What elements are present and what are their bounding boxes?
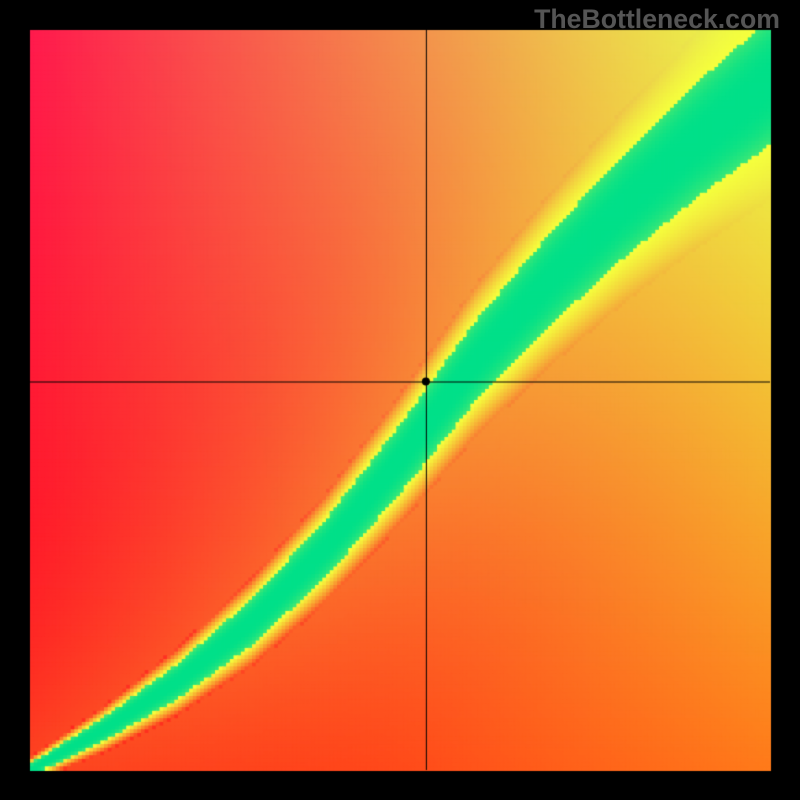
watermark-text: TheBottleneck.com (534, 4, 780, 35)
chart-container: TheBottleneck.com (0, 0, 800, 800)
bottleneck-heatmap (0, 0, 800, 800)
